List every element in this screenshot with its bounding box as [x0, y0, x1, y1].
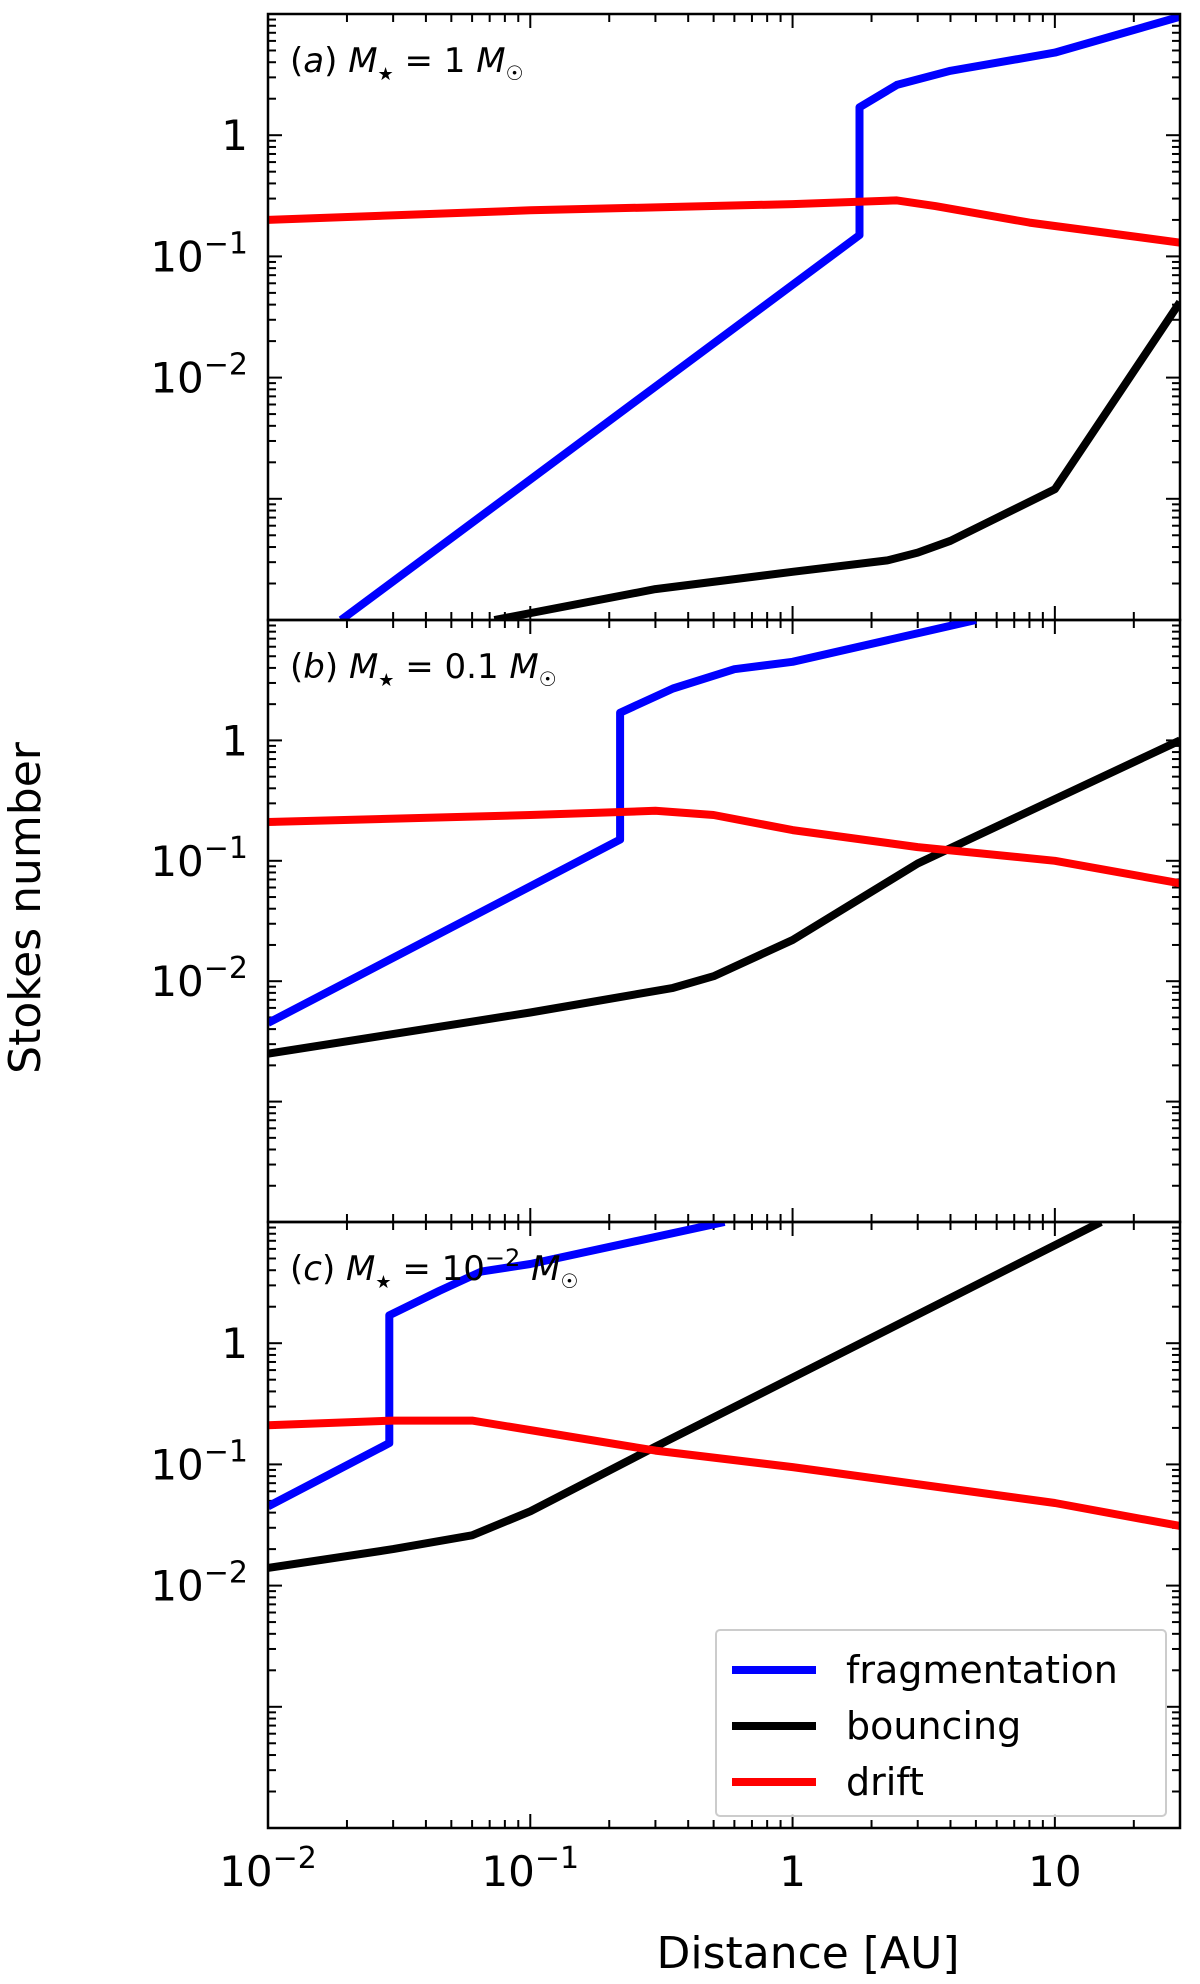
panels-layer: 1 10−1 10−2 (a) M★ = 1 M☉ 1 10−1 10−2 (b) M★ = … [150, 12, 1182, 1896]
panel-label: (a) M★ = 1 M☉ [290, 41, 524, 85]
panel-label: (c) M★ = 10−2 M☉ [290, 1244, 578, 1293]
ticks-a [267, 14, 1181, 621]
y-tick-label: 10−2 [150, 1556, 248, 1611]
x-axis-title: Distance [AU] [656, 1928, 959, 1979]
series-group [268, 620, 1180, 1058]
series-line-bouncing [268, 736, 1180, 1058]
panel-a: 1 10−1 10−2 (a) M★ = 1 M☉ [150, 12, 1182, 622]
plot-frame [266, 618, 1182, 1224]
y-tick-label: 10−1 [150, 1434, 248, 1489]
ticks-b [267, 620, 1181, 1223]
series-line-fragmentation [268, 1222, 726, 1510]
plot-frame [266, 1220, 1182, 1830]
legend-label-fragmentation: fragmentation [846, 1648, 1118, 1692]
panel-b: 1 10−1 10−2 (b) M★ = 0.1 M☉ [150, 618, 1182, 1224]
series-group [268, 14, 1180, 620]
legend-label-drift: drift [846, 1760, 924, 1804]
series-line-drift [268, 196, 1180, 247]
x-tick-label: 10−1 [481, 1841, 579, 1896]
series-line-drift [268, 806, 1180, 888]
y-axis-title: Stokes number [0, 741, 51, 1074]
series-line-bouncing [493, 299, 1180, 620]
y-tick-label: 1 [221, 111, 248, 160]
series-line-fragmentation [268, 620, 977, 1027]
series-line-drift [268, 1416, 1180, 1530]
legend: fragmentation bouncing drift [715, 1629, 1167, 1817]
panel-label: (b) M★ = 0.1 M☉ [290, 647, 557, 691]
y-tick-label: 10−1 [150, 831, 248, 886]
series-group [268, 1222, 1180, 1572]
y-tick-label: 1 [221, 1319, 248, 1368]
series-line-fragmentation [338, 14, 1180, 620]
y-tick-label: 1 [221, 716, 248, 765]
x-tick-label: 1 [779, 1847, 806, 1896]
x-tick-label: 10−2 [219, 1841, 317, 1896]
series-line-bouncing [268, 1222, 1103, 1572]
legend-label-bouncing: bouncing [846, 1704, 1021, 1748]
y-tick-label: 10−1 [150, 226, 248, 281]
legend-box [715, 1629, 1167, 1817]
x-tick-label: 10 [1028, 1847, 1081, 1896]
y-tick-label: 10−2 [150, 951, 248, 1006]
panel-c: 1 10−1 10−2 (c) M★ = 10−2 M☉ fragmentation bo… [150, 1220, 1182, 1830]
plot-frame [266, 12, 1182, 622]
y-tick-label: 10−2 [150, 348, 248, 403]
